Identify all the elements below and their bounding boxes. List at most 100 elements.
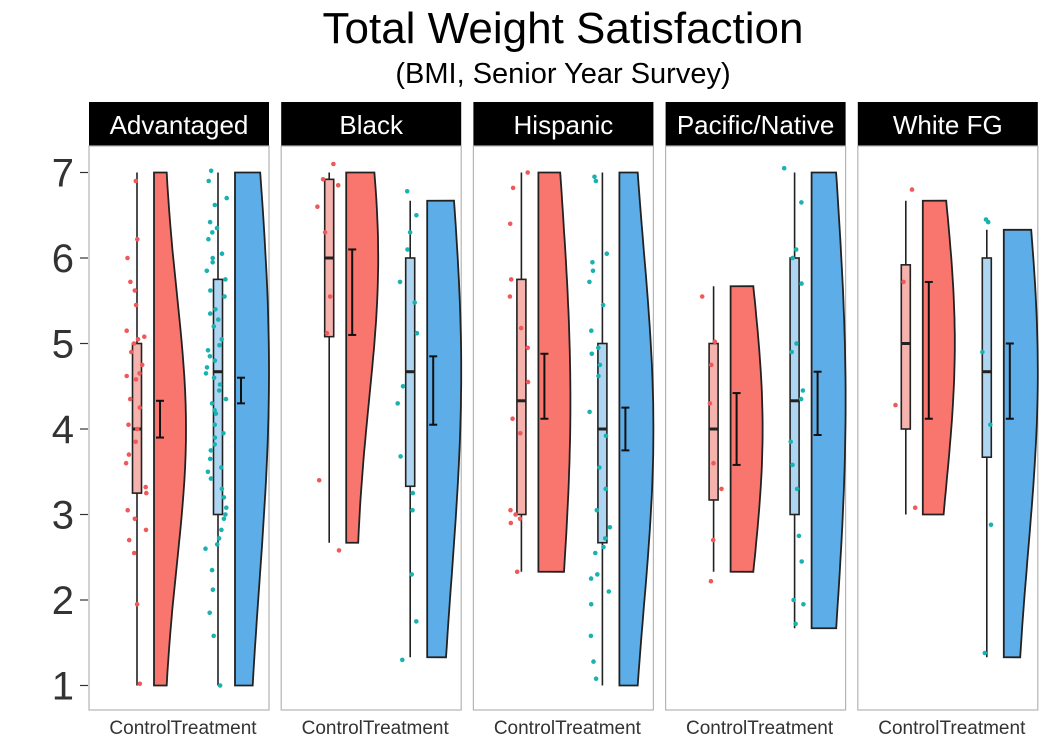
y-axis: 1 2 3 4 5 6 7 [52,152,88,709]
data-point [224,505,229,511]
box-body [597,342,608,544]
data-point [604,251,610,256]
data-point [514,569,520,575]
data-point [132,516,138,522]
y-tick-label: 5 [52,323,74,367]
data-point [980,349,985,355]
data-point [127,396,133,402]
data-point [134,602,140,607]
data-point [221,495,227,500]
facet-strip-label: White FG [893,110,1003,140]
data-point [223,396,229,402]
data-point [409,572,415,577]
data-point [208,288,213,293]
data-point [588,576,594,581]
x-tick-label-treatment: Treatment [363,718,450,739]
data-point [518,325,524,331]
facet-panel: Hispanic ControlTreatment [472,102,655,739]
x-tick-label-control: Control [686,718,747,739]
data-point [210,230,215,235]
data-point [796,533,802,539]
data-point [205,469,211,475]
data-point [912,505,918,511]
facet-strip-label: Hispanic [514,110,614,140]
data-point [216,388,222,393]
data-point [593,550,598,556]
treatment-group [395,189,463,663]
chart-subtitle: (BMI, Senior Year Survey) [395,58,731,90]
data-point [525,170,530,175]
data-point [799,200,804,205]
facet-panel: Pacific/Native ControlTreatment [664,102,847,739]
facet-strip-label: Black [339,110,404,140]
data-point [893,402,898,408]
treatment-violin [426,199,463,659]
data-point [510,416,515,422]
data-point [709,362,714,368]
facet-strip [89,102,269,146]
data-point [137,371,142,376]
box-body [900,264,912,430]
facet-panel: Black ControlTreatment [280,102,463,739]
data-point [518,431,523,436]
data-point [212,442,217,447]
data-point [207,456,213,462]
data-point [596,345,601,351]
data-point [209,567,215,573]
data-point [207,311,213,316]
x-tick-label-control: Control [109,718,170,739]
treatment-group [980,217,1039,659]
data-point [982,650,988,656]
data-point [210,255,215,261]
data-point [410,507,415,513]
x-tick-labels: ControlTreatment [109,718,257,739]
data-point [143,527,149,533]
data-point [133,377,139,382]
data-point [212,202,218,208]
data-point [587,279,592,285]
data-point [707,401,713,406]
facet-strip-label: Pacific/Native [677,110,835,140]
facet-panel: Advantaged ControlTreatment [88,102,270,739]
data-point [589,351,595,357]
data-point [315,204,320,209]
data-point [207,219,213,225]
x-tick-label-treatment: Treatment [555,718,642,739]
data-point [124,328,129,334]
y-tick-label: 7 [52,152,74,196]
facet-strip-label: Advantaged [110,110,249,140]
data-point [208,476,214,481]
data-point [793,621,798,627]
data-point [901,279,906,285]
data-point [603,486,608,492]
y-tick-label: 4 [52,408,74,452]
data-point [216,317,221,322]
data-point [137,405,143,410]
control-group [123,171,187,687]
data-point [410,490,416,496]
data-point [712,339,718,345]
data-point [400,657,405,663]
data-point [798,396,804,402]
data-point [204,268,210,274]
y-tick-label: 6 [52,237,74,281]
data-point [606,589,612,594]
box-body [981,257,993,459]
data-point [137,681,143,687]
treatment-violin [810,171,847,630]
data-point [405,247,410,252]
data-point [601,544,606,550]
data-point [123,460,129,466]
data-point [214,225,220,231]
x-tick-label-control: Control [494,718,555,739]
data-point [129,349,134,355]
data-point [513,512,518,517]
data-point [222,294,227,299]
data-point [316,478,322,483]
data-point [525,379,531,385]
facet-strip [665,102,846,146]
data-point [597,362,603,368]
data-point [327,294,333,299]
control-violin [729,285,764,573]
data-point [588,602,594,607]
